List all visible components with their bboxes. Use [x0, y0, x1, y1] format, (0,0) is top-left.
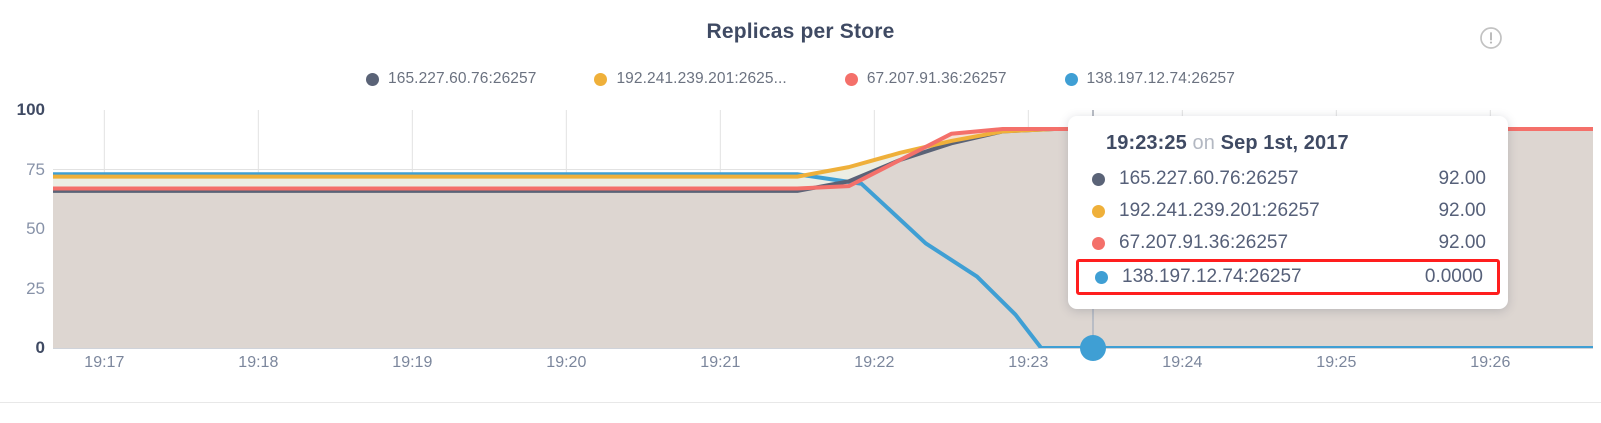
- tooltip-series-label: 138.197.12.74:26257: [1122, 266, 1302, 287]
- x-axis-tick-label: 19:19: [392, 354, 433, 371]
- y-axis: 0 25 50 75 100: [0, 100, 45, 357]
- legend-color-dot: [844, 72, 858, 86]
- exclamation-circle-icon[interactable]: [1478, 25, 1504, 51]
- panel-divider: [0, 402, 1601, 403]
- tooltip-series-label: 192.241.239.201:26257: [1119, 200, 1320, 221]
- tooltip-row: 165.227.60.76:26257 92.00: [1068, 163, 1508, 195]
- tooltip-series-value: 0.0000: [1424, 266, 1483, 287]
- legend-item-label: 192.241.239.201:2625...: [616, 70, 787, 87]
- y-axis-tick-label: 50: [26, 219, 45, 238]
- tooltip-color-dot: [1092, 204, 1105, 218]
- chart-legend: 165.227.60.76:26257 192.241.239.201:2625.…: [0, 70, 1601, 88]
- y-axis-tick-label: 25: [26, 278, 45, 298]
- hover-tooltip: 19:23:25 on Sep 1st, 2017 165.227.60.76:…: [1068, 116, 1508, 309]
- x-axis-tick-label: 19:23: [1008, 354, 1049, 371]
- x-axis: 19:17 19:18 19:19 19:20 19:21 19:22 19:23 19:24…: [53, 354, 1593, 380]
- x-axis-tick-label: 19:26: [1470, 354, 1511, 371]
- tooltip-series-value: 92.00: [1438, 200, 1486, 221]
- tooltip-timestamp: 19:23:25 on Sep 1st, 2017: [1068, 132, 1508, 163]
- tooltip-color-dot: [1092, 236, 1105, 250]
- page-title: Replicas per Store: [706, 20, 895, 43]
- legend-item[interactable]: 138.197.12.74:26257: [1064, 70, 1235, 88]
- legend-item-label: 67.207.91.36:26257: [866, 70, 1007, 87]
- tooltip-series-value: 92.00: [1438, 232, 1486, 253]
- x-axis-tick-label: 19:21: [700, 354, 741, 371]
- x-axis-tick-label: 19:24: [1162, 354, 1203, 371]
- legend-item-label: 165.227.60.76:26257: [388, 70, 537, 87]
- series-line: [53, 127, 1593, 191]
- legend-color-dot: [594, 72, 608, 86]
- tooltip-time: 19:23:25: [1106, 132, 1187, 154]
- tooltip-color-dot: [1095, 270, 1108, 284]
- data-point-marker: [1079, 335, 1106, 361]
- legend-item[interactable]: 165.227.60.76:26257: [366, 70, 536, 88]
- legend-item[interactable]: 192.241.239.201:2625...: [594, 70, 787, 88]
- tooltip-date: Sep 1st, 2017: [1220, 132, 1349, 154]
- x-axis-tick-label: 19:22: [854, 354, 895, 371]
- x-axis-tick-label: 19:20: [546, 354, 587, 371]
- tooltip-row: 67.207.91.36:26257 92.00: [1068, 227, 1508, 259]
- y-axis-tick-label: 100: [16, 100, 45, 119]
- legend-color-dot: [1064, 72, 1078, 86]
- x-axis-tick-label: 19:17: [84, 354, 125, 371]
- tooltip-row: 138.197.12.74:26257 0.0000: [1076, 259, 1500, 295]
- tooltip-series-label: 165.227.60.76:26257: [1119, 168, 1299, 189]
- tooltip-row: 192.241.239.201:26257 92.00: [1068, 195, 1508, 227]
- tooltip-series-value: 92.00: [1438, 168, 1486, 189]
- x-axis-tick-label: 19:18: [238, 354, 279, 371]
- x-axis-baseline: [53, 348, 1593, 349]
- legend-item[interactable]: 67.207.91.36:26257: [844, 70, 1007, 88]
- tooltip-color-dot: [1092, 172, 1105, 186]
- tooltip-series-label: 67.207.91.36:26257: [1119, 232, 1289, 253]
- tooltip-on-word: on: [1192, 132, 1215, 154]
- y-axis-tick-label: 0: [35, 338, 45, 357]
- legend-item-label: 138.197.12.74:26257: [1086, 70, 1235, 87]
- legend-color-dot: [366, 72, 380, 86]
- y-axis-tick-label: 75: [26, 159, 45, 179]
- x-axis-tick-label: 19:25: [1316, 354, 1357, 371]
